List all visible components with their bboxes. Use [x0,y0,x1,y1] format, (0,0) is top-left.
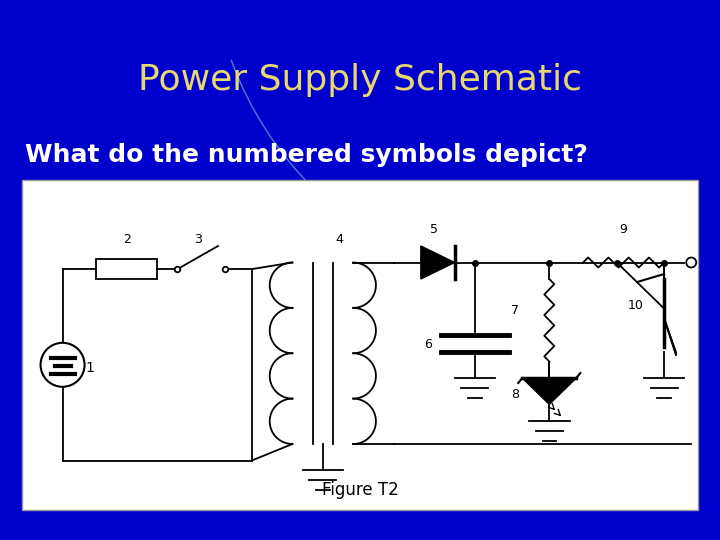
Text: 8: 8 [511,388,520,401]
Polygon shape [522,378,576,404]
Text: Figure T2: Figure T2 [322,481,398,499]
Text: 7: 7 [511,304,520,317]
Text: 3: 3 [194,233,202,246]
Circle shape [686,258,696,267]
Text: 9: 9 [620,223,628,236]
Polygon shape [420,246,454,279]
Text: 6: 6 [423,339,431,352]
Circle shape [40,343,84,387]
Polygon shape [664,319,676,356]
Text: 2: 2 [123,233,131,246]
Text: Power Supply Schematic: Power Supply Schematic [138,63,582,97]
Bar [96,259,157,279]
Text: 1: 1 [85,361,94,375]
Bar [22,180,698,510]
Text: What do the numbered symbols depict?: What do the numbered symbols depict? [25,143,588,167]
Text: 5: 5 [431,223,438,236]
Text: 4: 4 [336,233,343,246]
Text: 10: 10 [628,299,644,312]
